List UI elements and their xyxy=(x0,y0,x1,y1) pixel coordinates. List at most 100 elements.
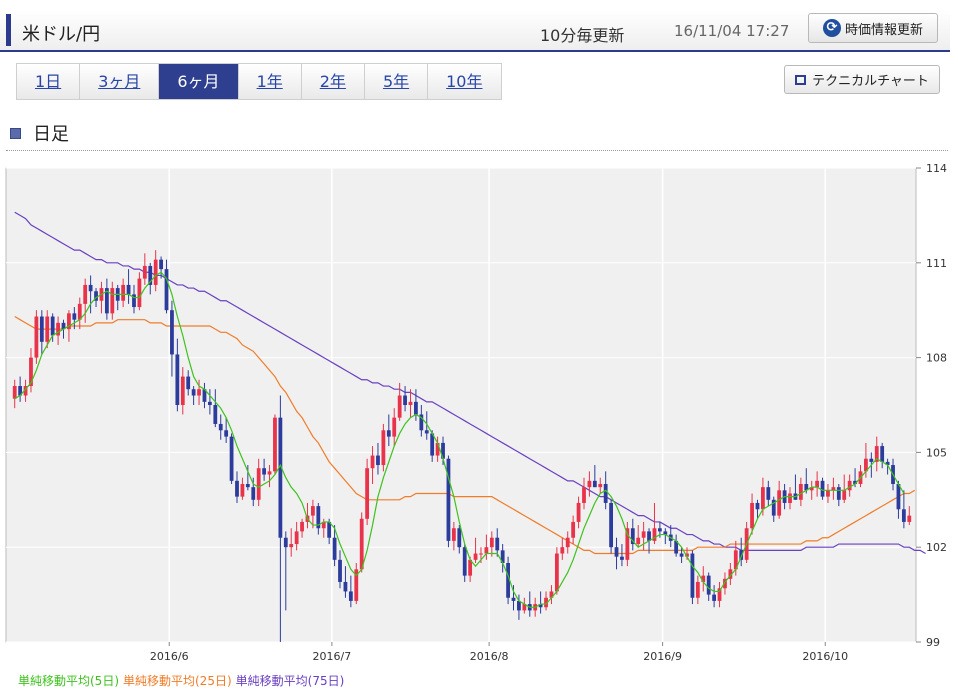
sma25-line xyxy=(14,316,916,555)
period-tabs: 1日 3ヶ月 6ヶ月 1年 2年 5年 10年 xyxy=(16,63,502,100)
candle-body xyxy=(12,386,17,399)
candle-body xyxy=(218,423,223,431)
candle-body xyxy=(804,484,809,491)
refresh-icon: ⟳ xyxy=(822,19,841,37)
candlestick-chart: 99 102 105 108 111 114 2016/6 2016/7 2016/8 2016/… xyxy=(5,162,947,663)
candle-body xyxy=(67,313,71,330)
candle-body xyxy=(294,531,299,545)
candle-body xyxy=(451,528,456,541)
refresh-quote-button[interactable]: ⟳ 時価情報更新 xyxy=(808,13,938,43)
candle-body xyxy=(880,446,885,462)
candle-body xyxy=(414,401,418,415)
candle-body xyxy=(180,376,185,405)
technical-chart-button[interactable]: テクニカルチャート xyxy=(784,65,940,94)
candle-body xyxy=(723,578,727,589)
candle-body xyxy=(321,521,326,529)
chart-header: 米ドル/円 10分毎更新 16/11/04 17:27 ⟳ 時価情報更新 xyxy=(0,10,950,52)
tab-3-months[interactable]: 3ヶ月 xyxy=(80,64,160,99)
candle-body xyxy=(132,294,136,308)
candle-body xyxy=(544,597,548,608)
candle-body xyxy=(137,278,142,308)
candle-body xyxy=(690,553,695,598)
candle-body xyxy=(245,484,250,488)
candle-body xyxy=(473,553,478,560)
candle-body xyxy=(896,484,901,510)
candle-body xyxy=(88,284,93,292)
candle-body xyxy=(94,291,98,301)
candle-body xyxy=(256,468,261,500)
header-accent-bar xyxy=(6,14,11,46)
tab-6-months[interactable]: 6ヶ月 xyxy=(159,64,239,99)
x-tick-label: 2016/6 xyxy=(150,650,189,663)
technical-chart-label: テクニカルチャート xyxy=(812,74,929,89)
candle-body xyxy=(571,521,576,538)
candle-body xyxy=(652,528,657,541)
candle-body xyxy=(359,518,364,570)
candle-body xyxy=(197,389,201,396)
tab-10-years[interactable]: 10年 xyxy=(428,64,501,99)
candle-body xyxy=(408,401,413,405)
chart-legend: 単純移動平均(5日) 単純移動平均(25日) 単純移動平均(75日) xyxy=(18,672,344,689)
candle-body xyxy=(267,471,272,475)
candle-body xyxy=(592,480,597,488)
candle-body xyxy=(864,458,868,472)
candle-body xyxy=(630,528,635,545)
tab-1-day[interactable]: 1日 xyxy=(17,64,81,99)
x-tick-label: 2016/7 xyxy=(313,650,352,663)
candle-body xyxy=(61,322,66,330)
candle-body xyxy=(251,487,256,500)
candle-body xyxy=(641,531,646,538)
candle-body xyxy=(18,386,23,396)
candle-body xyxy=(625,528,630,560)
candle-body xyxy=(170,310,174,355)
candle-body xyxy=(847,480,852,491)
tab-1-year[interactable]: 1年 xyxy=(238,64,302,99)
x-tick-label: 2016/8 xyxy=(470,650,509,663)
candle-body xyxy=(636,537,641,545)
candle-body xyxy=(186,376,191,390)
candle-body xyxy=(674,540,679,554)
square-bullet-icon xyxy=(10,127,21,139)
window-icon xyxy=(795,74,807,85)
candle-body xyxy=(820,480,825,497)
candle-body xyxy=(853,480,857,484)
candle-body xyxy=(370,455,375,469)
candle-body xyxy=(29,357,33,387)
candle-body xyxy=(235,480,239,497)
candle-body xyxy=(777,490,782,516)
candle-body xyxy=(907,515,912,522)
candle-body xyxy=(712,594,717,601)
candle-body xyxy=(392,417,397,437)
section-divider xyxy=(6,150,948,151)
update-timestamp: 16/11/04 17:27 xyxy=(674,22,790,40)
candle-body xyxy=(755,502,760,510)
x-tick-label: 2016/10 xyxy=(802,650,848,663)
candle-body xyxy=(311,506,315,516)
candle-body xyxy=(153,259,158,285)
candle-body xyxy=(766,487,771,500)
candle-body xyxy=(446,458,451,541)
candle-body xyxy=(110,288,115,314)
candle-body xyxy=(332,537,337,560)
candle-body xyxy=(202,389,207,402)
candle-body xyxy=(316,506,321,529)
candle-body xyxy=(836,487,841,500)
candle-body xyxy=(761,487,765,510)
tab-2-years[interactable]: 2年 xyxy=(301,64,365,99)
candle-body xyxy=(104,288,109,314)
candle-body xyxy=(815,480,820,488)
candle-body xyxy=(262,468,267,475)
candle-body xyxy=(278,417,283,538)
sma5-line xyxy=(14,271,905,608)
candle-body xyxy=(831,487,836,491)
y-tick-label: 108 xyxy=(926,352,947,365)
candle-body xyxy=(522,604,527,611)
legend-sma5: 単純移動平均(5日) xyxy=(18,674,119,688)
candle-body xyxy=(457,528,462,548)
candle-body xyxy=(435,442,440,456)
candle-body xyxy=(56,322,60,336)
candle-body xyxy=(484,547,489,554)
plot-area xyxy=(5,167,917,643)
tab-5-years[interactable]: 5年 xyxy=(364,64,429,99)
candle-body xyxy=(327,521,332,538)
